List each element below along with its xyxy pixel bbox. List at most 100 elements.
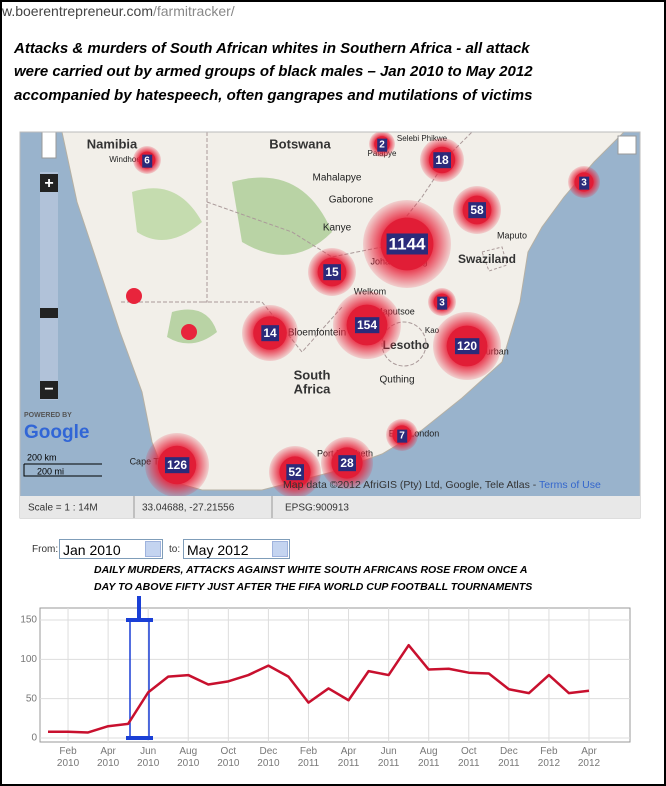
cluster-count: 126: [167, 458, 187, 472]
cluster-count: 14: [263, 326, 277, 340]
chart: 0 50 100 150: [20, 596, 631, 744]
y-tick-label: 100: [20, 654, 37, 665]
cluster-count: 28: [340, 456, 354, 470]
place-label: Namibia: [87, 136, 138, 151]
from-select[interactable]: Jan 2010: [59, 539, 163, 559]
pan-control[interactable]: [41, 132, 57, 159]
logo-caption: POWERED BY: [24, 412, 72, 419]
cluster-badge: [286, 464, 304, 481]
cluster-count: 154: [357, 318, 377, 332]
to-label: to:: [169, 544, 181, 555]
cluster-count: 6: [144, 156, 150, 167]
headline: Attacks & murders of South African white…: [14, 40, 530, 57]
scale-mi: 200 mi: [37, 466, 64, 476]
status-bar: [20, 496, 640, 518]
zoom-in[interactable]: +: [44, 175, 53, 192]
cluster-badge: [454, 338, 480, 355]
place-label: Botswana: [269, 136, 331, 151]
cluster-count: 18: [435, 153, 449, 167]
cluster-badge: [261, 325, 279, 342]
cluster-badge: [433, 152, 451, 169]
cluster-badge: [323, 264, 341, 281]
url-domain: w.boerentrepreneur.com: [2, 3, 153, 19]
cluster-count: 15: [325, 265, 339, 279]
plot-frame: [39, 607, 631, 743]
cluster-badge: [354, 317, 380, 334]
place-label: Selebi Phikwe: [397, 134, 448, 143]
url-path: /farmitracker/: [152, 3, 235, 19]
projection: EPSG:900913: [285, 503, 349, 514]
y-tick-label: 150: [20, 615, 37, 626]
cluster-count: 3: [439, 298, 445, 309]
place-label: Maputo: [497, 230, 527, 240]
x-tick-label: Jun 2010: [137, 746, 160, 769]
place-label: Kao: [425, 326, 440, 335]
zoom-out-button[interactable]: [40, 381, 58, 399]
place-label: Kanye: [323, 223, 352, 234]
scale-km: 200 km: [27, 452, 57, 462]
scale-bar: [23, 463, 102, 477]
zoom-out[interactable]: −: [44, 381, 53, 398]
cluster-count: 1144: [389, 234, 426, 253]
cluster-badge: [338, 455, 356, 472]
x-tick-label: Feb 2011: [297, 746, 320, 769]
layers-button[interactable]: [617, 135, 637, 155]
cluster-badge: [386, 233, 428, 255]
x-tick-label: Apr 2010: [96, 746, 120, 769]
x-tick-label: Apr 2011: [337, 746, 360, 769]
zoom-in-button[interactable]: [40, 174, 58, 192]
zoom-handle[interactable]: [40, 308, 58, 318]
cluster-badge: [437, 296, 448, 310]
place-label: Quthing: [379, 375, 414, 386]
logo[interactable]: Google: [24, 422, 89, 443]
cluster-count: 52: [288, 465, 302, 479]
from-label: From:: [32, 544, 59, 555]
cluster-count: 58: [470, 203, 484, 217]
x-tick-label: Jun 2011: [377, 746, 400, 769]
cluster-badge: [377, 138, 388, 152]
cluster-count: 7: [399, 431, 405, 442]
cluster-badge: [397, 429, 408, 443]
marker[interactable]: [181, 324, 197, 340]
place-label: Gaborone: [329, 195, 374, 206]
place-label: Windhoek: [109, 155, 146, 164]
x-tick-label: Feb 2010: [56, 746, 80, 769]
headline: accompanied by hatespeech, often gangrap…: [14, 87, 533, 104]
x-tick-label: Aug 2011: [417, 746, 440, 769]
x-tick-label: Apr 2012: [577, 746, 601, 769]
x-tick-label: Dec 2010: [257, 746, 280, 769]
place-label: Bloemfontein: [288, 328, 346, 339]
place-label: Africa: [294, 381, 332, 396]
cluster-count: 120: [457, 339, 477, 353]
cluster-badge: [142, 154, 153, 168]
marker[interactable]: [126, 288, 142, 304]
park: [232, 177, 332, 255]
place-label: Mahalapye: [313, 173, 362, 184]
terms-link[interactable]: Terms of Use: [539, 479, 601, 491]
map[interactable]: Namibia Windhoek Botswana Mahalapye Gaborone…: [20, 131, 640, 498]
x-tick-label: Aug 2010: [177, 746, 200, 769]
coordinates: 33.04688, -27.21556: [142, 503, 235, 514]
headline: were carried out by armed groups of blac…: [14, 63, 533, 80]
x-tick-label: Oct 2011: [458, 746, 480, 769]
zoom-slider[interactable]: [40, 172, 58, 400]
cluster-count: 3: [581, 178, 587, 189]
annotation: DAILY MURDERS, ATTACKS AGAINST WHITE SOU…: [94, 564, 528, 576]
cluster-badge: [579, 176, 590, 190]
annotation: DAY TO ABOVE FIFTY JUST AFTER THE FIFA W…: [94, 581, 533, 593]
border: [481, 246, 508, 272]
place-label: South: [294, 367, 331, 382]
place-label: Swaziland: [458, 252, 516, 266]
attribution: Map data ©2012 AfriGIS (Pty) Ltd, Google…: [283, 479, 601, 491]
cluster-badge: [164, 457, 190, 474]
scale-status: Scale = 1 : 14M: [28, 503, 98, 514]
to-select[interactable]: May 2012: [183, 539, 290, 559]
x-tick-label: Feb 2012: [537, 746, 561, 769]
cluster-badge: [468, 202, 486, 219]
park: [132, 188, 202, 240]
x-tick-label: Dec 2011: [498, 746, 520, 769]
url[interactable]: w.boerentrepreneur.com/farmitracker/: [2, 3, 235, 19]
y-tick-label: 50: [26, 693, 38, 704]
